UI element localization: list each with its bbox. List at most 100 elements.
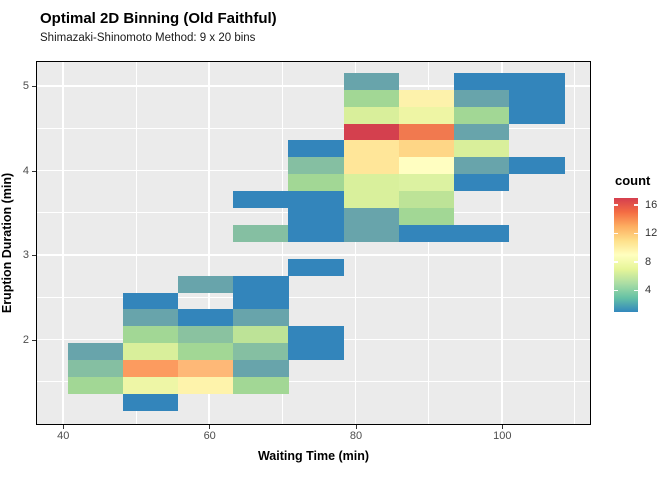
heatmap-tile [343, 89, 399, 107]
heatmap-tile [343, 123, 399, 141]
heatmap-tile [177, 275, 234, 293]
heatmap-tile [453, 174, 510, 192]
legend-tick-mark-right [634, 289, 638, 292]
heatmap-tile [177, 377, 234, 395]
legend-tick-label: 12 [645, 227, 658, 240]
major-gridline-horizontal [36, 254, 590, 256]
heatmap-tile [288, 208, 344, 226]
legend-tick-mark-right [634, 232, 638, 235]
major-gridline-vertical [501, 61, 503, 424]
x-tick-mark [209, 424, 211, 429]
heatmap-tile [453, 89, 510, 107]
y-tick-label: 5 [22, 80, 29, 93]
heatmap-tile [122, 343, 179, 361]
heatmap-tile [67, 360, 123, 378]
y-tick-label: 4 [22, 164, 29, 177]
heatmap-tile [509, 72, 565, 90]
heatmap-tile [233, 343, 289, 361]
legend-title: count [615, 173, 651, 188]
heatmap-tile [233, 326, 289, 344]
heatmap-tile [233, 292, 289, 310]
minor-gridline-vertical [574, 61, 576, 424]
y-axis-title: Eruption Duration (min) [0, 172, 14, 314]
heatmap-tile [398, 106, 455, 124]
heatmap-tile [343, 72, 399, 90]
heatmap-tile [233, 275, 289, 293]
heatmap-tile [343, 191, 399, 209]
major-gridline-horizontal [36, 85, 590, 87]
chart-subtitle: Shimazaki-Shinomoto Method: 9 x 20 bins [40, 32, 256, 44]
heatmap-tile [453, 123, 510, 141]
heatmap-tile [177, 343, 234, 361]
x-tick-label: 100 [493, 430, 512, 442]
minor-gridline-horizontal [36, 381, 590, 383]
heatmap-tile [67, 343, 123, 361]
legend-tick-mark-left [614, 232, 618, 235]
heatmap-tile [509, 106, 565, 124]
heatmap-tile [453, 140, 510, 158]
heatmap-tile [288, 174, 344, 192]
legend-colorbar [614, 198, 638, 312]
heatmap-tile [343, 208, 399, 226]
heatmap-tile [233, 309, 289, 327]
heatmap-tile [398, 89, 455, 107]
y-tick-mark [31, 86, 36, 88]
plot-panel [35, 60, 591, 425]
minor-gridline-vertical [281, 61, 283, 424]
heatmap-tile [288, 140, 344, 158]
heatmap-tile [122, 360, 179, 378]
y-tick-mark [31, 255, 36, 257]
heatmap-tile [398, 224, 455, 243]
legend-tick-label: 4 [645, 284, 652, 297]
minor-gridline-vertical [428, 61, 430, 424]
legend-tick-mark-left [614, 261, 618, 263]
heatmap-tile [398, 191, 455, 209]
heatmap-tile [343, 157, 399, 175]
x-tick-label: 80 [349, 430, 363, 442]
heatmap-tile [177, 360, 234, 378]
heatmap-tile [122, 309, 179, 327]
x-tick-label: 40 [57, 430, 70, 442]
heatmap-tile [233, 224, 289, 243]
chart-title: Optimal 2D Binning (Old Faithful) [40, 10, 277, 27]
y-tick-label: 2 [22, 333, 29, 346]
heatmap-tile [288, 326, 344, 344]
minor-gridline-horizontal [36, 127, 590, 129]
legend-tick-mark-left [614, 204, 618, 206]
heatmap-tile [509, 157, 565, 175]
y-tick-mark [31, 339, 36, 341]
heatmap-tile [288, 343, 344, 361]
minor-gridline-vertical [135, 61, 137, 424]
heatmap-tile [398, 208, 455, 226]
heatmap-tile [453, 72, 510, 90]
heatmap-tile [398, 140, 455, 158]
legend-tick-label: 16 [645, 198, 658, 211]
legend-tick-mark-right [634, 204, 638, 206]
heatmap-tile [288, 157, 344, 175]
heatmap-tile [453, 106, 510, 124]
heatmap-tile [177, 309, 234, 327]
heatmap-tile [453, 157, 510, 175]
heatmap-tile [343, 224, 399, 243]
heatmap-tile [288, 191, 344, 209]
heatmap-tile [67, 377, 123, 395]
heatmap-tile [288, 224, 344, 243]
x-tick-mark [355, 424, 357, 429]
heatmap-tile [398, 123, 455, 141]
heatmap-tile [122, 292, 179, 310]
x-tick-mark [62, 424, 64, 429]
heatmap-tile [177, 326, 234, 344]
major-gridline-vertical [208, 61, 210, 424]
legend-tick-mark-right [634, 261, 638, 263]
major-gridline-vertical [354, 61, 357, 424]
heatmap-tile [343, 174, 399, 192]
y-tick-mark [31, 170, 36, 172]
heatmap-tile [343, 140, 399, 158]
heatmap-tile [453, 224, 510, 243]
heatmap-tile [509, 89, 565, 107]
heatmap-tile [233, 360, 289, 378]
heatmap-tile [122, 377, 179, 395]
heatmap-tile [233, 377, 289, 395]
y-tick-label: 3 [22, 249, 29, 262]
heatmap-tile [233, 191, 289, 209]
